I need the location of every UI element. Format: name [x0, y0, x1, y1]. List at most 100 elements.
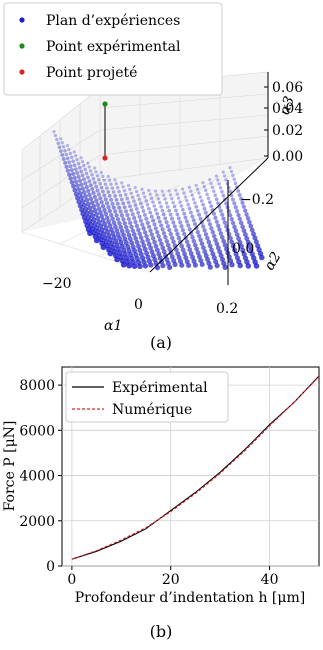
- scatter-point: [201, 245, 206, 251]
- scatter-point: [160, 208, 165, 213]
- scatter-point: [259, 254, 265, 261]
- scatter-point: [147, 188, 151, 192]
- scatter-point: [241, 228, 247, 234]
- scatter-point: [206, 218, 211, 223]
- scatter-point: [144, 216, 149, 221]
- scatter-point: [121, 201, 126, 206]
- scatter-point: [102, 178, 106, 182]
- scatter-point: [214, 197, 219, 202]
- scatter-point: [219, 256, 226, 263]
- scatter-point: [218, 231, 224, 236]
- scatter-point: [77, 178, 83, 183]
- legend-a: Plan d’expériences Point expérimental Po…: [3, 2, 223, 96]
- scatter-point: [214, 263, 220, 269]
- scatter-point: [198, 237, 203, 243]
- scatter-point: [180, 247, 186, 253]
- scatter-point: [139, 201, 143, 205]
- scatter-point: [221, 193, 226, 198]
- scatter-point: [236, 212, 241, 218]
- scatter-point: [107, 223, 113, 229]
- scatter-point: [199, 241, 205, 247]
- scatter-point: [247, 220, 252, 225]
- scatter-point: [253, 263, 260, 269]
- scatter-point: [252, 235, 258, 241]
- scatter-point: [205, 256, 210, 262]
- scatter-point: [147, 206, 151, 211]
- scatter-point: [68, 164, 73, 169]
- scatter-point: [131, 248, 138, 254]
- scatter-point: [69, 180, 75, 185]
- scatter-point: [161, 212, 166, 217]
- scatter-point: [217, 249, 223, 255]
- scatter-point: [79, 195, 84, 200]
- scatter-point: [122, 189, 127, 193]
- scatter-point: [132, 216, 137, 221]
- scatter-point: [185, 199, 189, 203]
- scatter-point: [203, 232, 209, 237]
- scatter-point: [119, 213, 125, 218]
- scatter-point: [113, 224, 118, 229]
- scatter-point: [92, 208, 98, 213]
- scatter-point: [240, 247, 246, 253]
- alpha2-axis-label: α2: [262, 249, 285, 273]
- scatter-point: [194, 183, 198, 187]
- scatter-point: [249, 227, 255, 233]
- scatter-point: [105, 201, 110, 206]
- series-line-experimental: [71, 375, 320, 560]
- scatter-point: [94, 198, 99, 203]
- scatter-point: [115, 201, 120, 206]
- scatter-point: [235, 209, 240, 214]
- scatter-point: [179, 243, 184, 249]
- scatter-point: [102, 207, 107, 213]
- scatter-point: [124, 192, 128, 197]
- caption-a: (a): [150, 333, 172, 352]
- scatter-point: [61, 145, 66, 149]
- scatter-point: [84, 185, 89, 190]
- scatter-point: [233, 228, 239, 234]
- scatter-point: [113, 209, 118, 214]
- scatter-point: [191, 218, 196, 223]
- scatter-point: [83, 167, 87, 172]
- scatter-point: [108, 227, 114, 233]
- scatter-point: [253, 239, 259, 245]
- scatter-point: [72, 150, 76, 154]
- scatter-point: [80, 199, 86, 204]
- scatter-point: [84, 198, 90, 203]
- scatter-point: [60, 153, 65, 157]
- scatter-point: [240, 224, 245, 230]
- scatter-point: [229, 239, 235, 245]
- scatter-point: [209, 181, 213, 186]
- scatter-point: [244, 212, 249, 217]
- scatter-point: [171, 220, 176, 225]
- scatter-point: [79, 156, 83, 160]
- scatter-point: [120, 181, 124, 185]
- scatter-point: [128, 204, 132, 209]
- scatter-point: [222, 174, 227, 178]
- scatter-point: [152, 240, 157, 245]
- scatter-point: [163, 253, 168, 259]
- scatter-point: [126, 216, 131, 222]
- scatter-point: [187, 206, 192, 211]
- scatter-point: [146, 241, 152, 247]
- scatter-point: [153, 189, 158, 193]
- scatter-point: [122, 236, 128, 242]
- scatter-point: [165, 260, 171, 266]
- scatter-point: [215, 245, 221, 251]
- alpha1-tick-label: 0: [134, 297, 143, 313]
- scatter-point: [229, 262, 235, 268]
- legend-label-experimental-b: Expérimental: [112, 380, 208, 396]
- scatter-point: [160, 227, 165, 232]
- scatter-point: [239, 196, 244, 201]
- scatter-point: [164, 238, 170, 244]
- scatter-point: [149, 232, 154, 237]
- scatter-point: [213, 215, 218, 220]
- scatter-point: [172, 262, 178, 268]
- scatter-point: [162, 193, 166, 197]
- scatter-point: [201, 202, 205, 207]
- scatter-point: [92, 194, 97, 199]
- scatter-point: [187, 185, 191, 189]
- scatter-point: [80, 173, 85, 178]
- scatter-point: [101, 189, 105, 194]
- scatter-point: [232, 201, 237, 206]
- scatter-point: [148, 210, 153, 215]
